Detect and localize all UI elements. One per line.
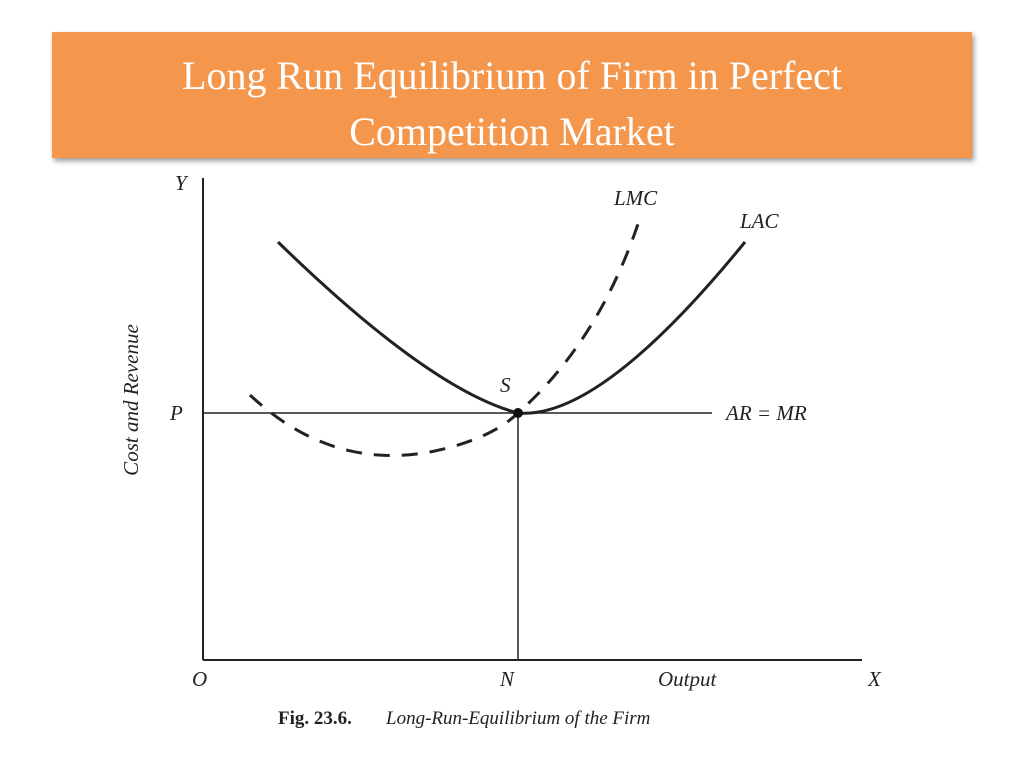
lac-label: LAC bbox=[739, 209, 780, 233]
equilibrium-label: S bbox=[500, 373, 511, 397]
lmc-label: LMC bbox=[613, 186, 658, 210]
caption-number: Fig. 23.6. bbox=[278, 708, 352, 729]
output-label: Output bbox=[658, 667, 718, 691]
y-axis-label: Y bbox=[175, 171, 189, 195]
cost-revenue-label: Cost and Revenue bbox=[119, 324, 143, 476]
ar-mr-label: AR = MR bbox=[724, 401, 807, 425]
price-label: P bbox=[169, 401, 183, 425]
title-line: Competition Market bbox=[349, 109, 675, 154]
equilibrium-point bbox=[513, 408, 523, 418]
x-axis-label: X bbox=[867, 667, 882, 691]
title-box: Long Run Equilibrium of Firm in Perfect … bbox=[52, 32, 972, 158]
quantity-label: N bbox=[499, 667, 515, 691]
title-line: Long Run Equilibrium of Firm in Perfect bbox=[182, 53, 842, 98]
origin-label: O bbox=[192, 667, 207, 691]
lmc-curve bbox=[248, 217, 642, 457]
caption-text: Long-Run-Equilibrium of the Firm bbox=[385, 708, 650, 729]
lac-curve bbox=[276, 240, 747, 415]
